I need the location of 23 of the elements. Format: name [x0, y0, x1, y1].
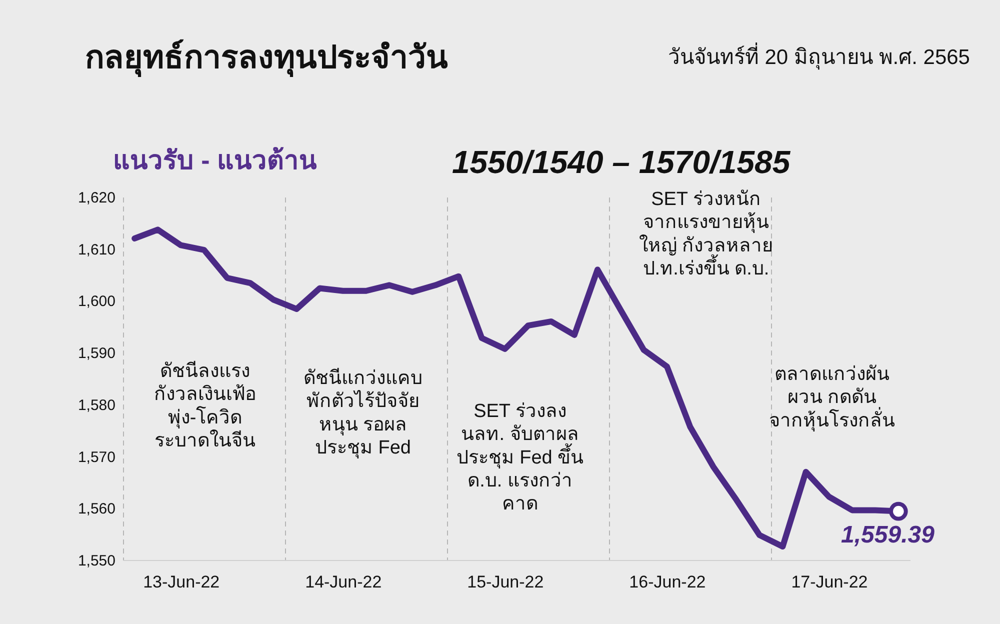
- y-tick-label: 1,600: [78, 293, 116, 310]
- x-tick-label: 17-Jun-22: [791, 572, 868, 592]
- text: 1550/1540 – 1570/1585: [452, 144, 792, 180]
- y-tick-label: 1,580: [78, 396, 116, 414]
- annotation: ดัชนีแกว่งแคบ พักตัวไร้ปัจจัย หนุน รอผล ประชุม Fed: [304, 367, 422, 460]
- x-tick-label: 14-Jun-22: [305, 572, 382, 592]
- x-tick-label: 15-Jun-22: [467, 572, 544, 592]
- data-label: 1,559.39: [841, 521, 936, 548]
- y-tick-label: 1,590: [78, 345, 116, 362]
- x-tick-label: 13-Jun-22: [143, 572, 220, 592]
- y-tick-label: 1,610: [78, 241, 116, 258]
- annotation: SET ร่วงหนัก จากแรงขายหุ้น ใหญ่ กังวลหลาย ป.ท.เร่งขึ้น ด.บ.: [638, 189, 774, 280]
- text: แนวรับ - แนวต้าน: [112, 145, 318, 175]
- y-tick-label: 1,560: [78, 500, 116, 518]
- chart-title: กลยุทธ์การลงทุนประจำวัน: [85, 39, 448, 78]
- annotation: ตลาดแกว่งผัน ผวน กดดัน จากหุ้นโรงกลั่น: [769, 364, 895, 432]
- y-tick-label: 1,550: [78, 552, 116, 570]
- y-tick-label: 1,620: [78, 190, 116, 206]
- annotation: SET ร่วงลง นลท. จับตาผล ประชุม Fed ขึ้น ด.บ. แรงกว่า คาด: [456, 401, 584, 515]
- chart-subtitle: วันจันทร์ที่ 20 มิถุนายน พ.ศ. 2565: [668, 42, 970, 70]
- y-tick-label: 1,570: [78, 448, 116, 466]
- annotation: ดัชนีลงแรง กังวลเงินเฟ้อ พุ่ง-โควิด ระบาดในจีน: [154, 360, 256, 452]
- x-tick-label: 16-Jun-22: [629, 572, 706, 592]
